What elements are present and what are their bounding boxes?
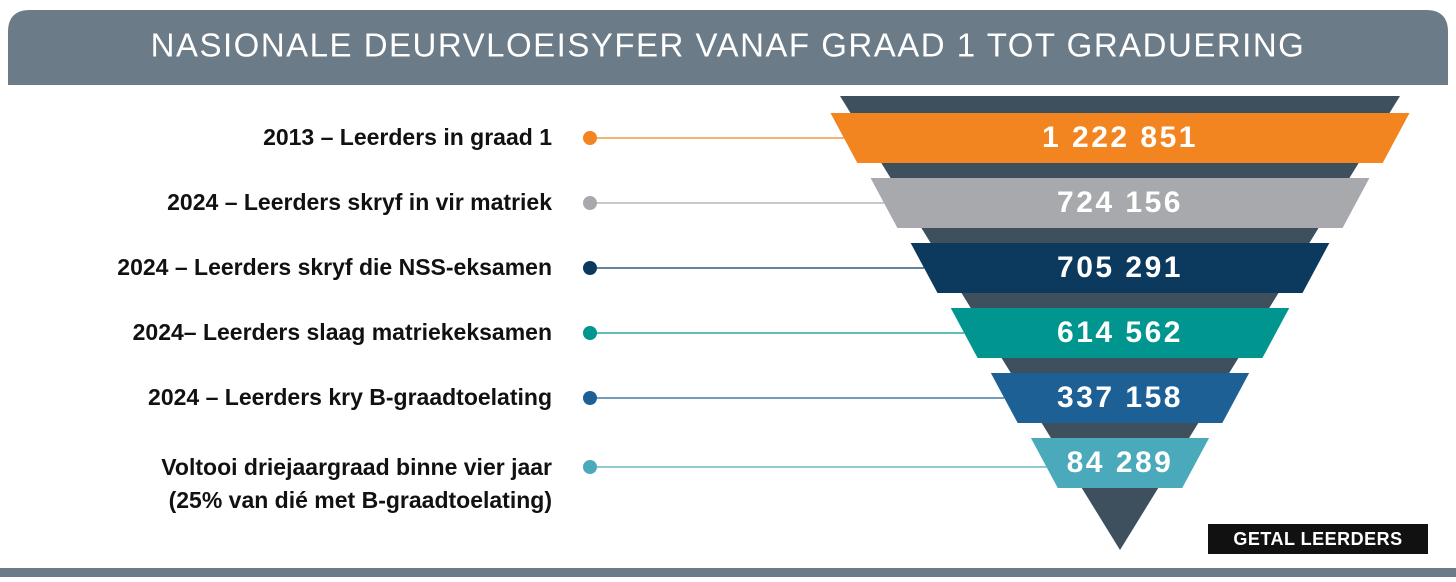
header-band: [8, 10, 1448, 85]
value-label: 614 562: [1057, 316, 1183, 349]
value-label: 84 289: [1067, 446, 1174, 479]
unit-box: [1208, 524, 1428, 554]
funnel-stage: [990, 373, 1250, 423]
leader-dot: [583, 131, 597, 145]
category-label: 2024 – Leerders skryf in vir matriek: [167, 189, 552, 215]
funnel-stage: [870, 178, 1370, 228]
unit-label: GETAL LEERDERS: [1233, 529, 1402, 549]
leader-dot: [583, 391, 597, 405]
funnel-stage: [910, 243, 1330, 293]
leader-dot: [583, 460, 597, 474]
chart-title: NASIONALE DEURVLOEISYFER VANAF GRAAD 1 T…: [151, 27, 1306, 64]
value-label: 1 222 851: [1042, 121, 1198, 154]
category-label: Voltooi driejaargraad binne vier jaar: [161, 454, 552, 480]
value-label: 705 291: [1057, 251, 1183, 284]
category-label: 2024– Leerders slaag matriekeksamen: [133, 319, 552, 345]
leader-dot: [583, 261, 597, 275]
category-label: (25% van dié met B-graadtoelating): [169, 487, 552, 513]
value-label: 337 158: [1057, 381, 1183, 414]
footer-band: [0, 568, 1456, 577]
funnel-stage: [830, 113, 1410, 163]
category-label: 2013 – Leerders in graad 1: [263, 124, 552, 150]
funnel-stage: [1030, 438, 1210, 488]
category-label: 2024 – Leerders skryf die NSS-eksamen: [117, 254, 552, 280]
value-label: 724 156: [1057, 186, 1183, 219]
leader-dot: [583, 326, 597, 340]
funnel-stage: [950, 308, 1290, 358]
category-label: 2024 – Leerders kry B-graadtoelating: [148, 384, 552, 410]
leader-dot: [583, 196, 597, 210]
